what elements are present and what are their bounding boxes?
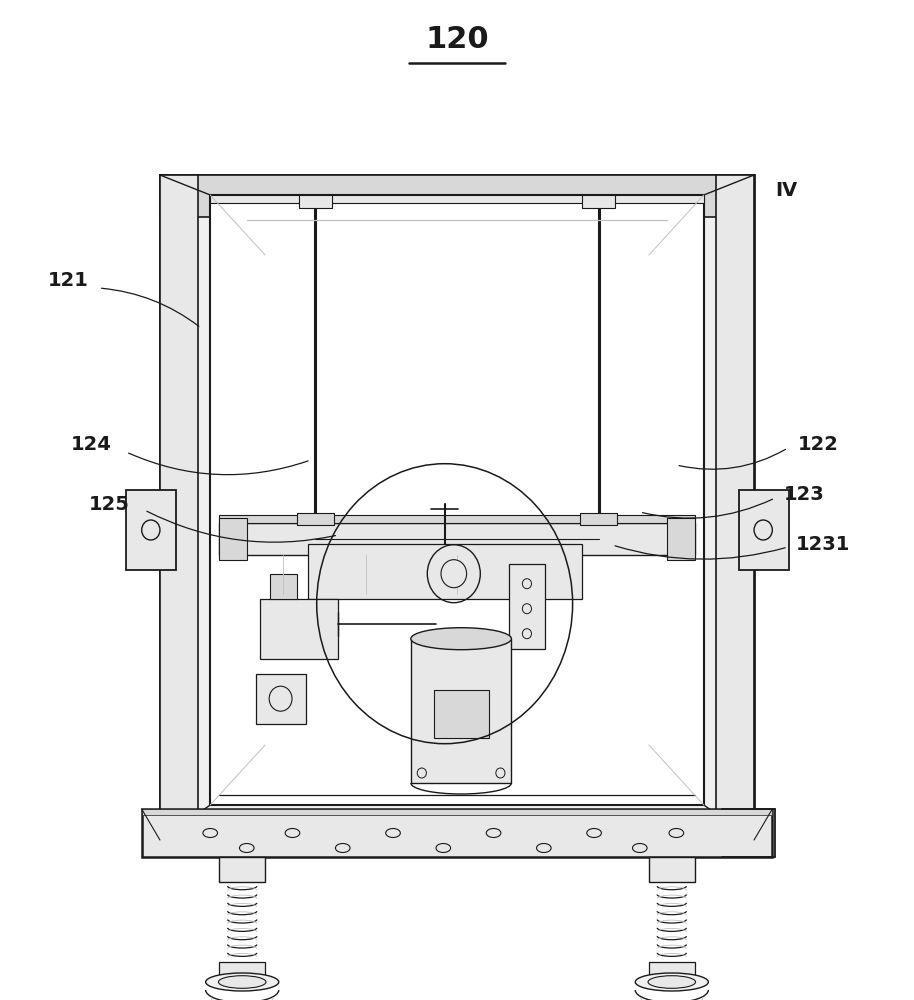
Bar <box>210 195 704 203</box>
Text: 123: 123 <box>784 486 824 504</box>
Bar <box>667 518 695 560</box>
Ellipse shape <box>648 976 696 988</box>
Bar <box>210 195 704 805</box>
Text: 121: 121 <box>48 270 89 290</box>
Bar <box>142 809 772 857</box>
Bar <box>297 513 334 525</box>
Bar <box>299 195 332 208</box>
Bar <box>411 639 512 783</box>
Bar <box>219 857 265 882</box>
Bar <box>126 490 176 570</box>
Bar <box>219 518 247 560</box>
Text: 122: 122 <box>798 436 838 454</box>
Text: 124: 124 <box>71 436 112 454</box>
Bar <box>142 809 772 815</box>
Ellipse shape <box>206 973 279 991</box>
Bar <box>508 564 545 649</box>
Bar <box>307 544 582 599</box>
Ellipse shape <box>411 628 512 650</box>
Ellipse shape <box>218 976 266 988</box>
Bar <box>260 599 338 659</box>
Bar <box>739 490 789 570</box>
Bar <box>716 175 754 840</box>
Ellipse shape <box>441 560 467 588</box>
Text: 1231: 1231 <box>795 536 850 554</box>
Bar <box>580 513 617 525</box>
Bar <box>270 574 297 599</box>
Text: IV: IV <box>775 180 797 200</box>
Bar <box>649 962 695 982</box>
Bar <box>649 857 695 882</box>
Bar <box>582 195 615 208</box>
Text: 125: 125 <box>90 495 130 514</box>
Bar <box>160 175 754 840</box>
Ellipse shape <box>635 973 708 991</box>
Bar <box>219 962 265 982</box>
Text: 120: 120 <box>425 25 489 54</box>
Bar <box>434 690 488 738</box>
Bar <box>160 175 754 217</box>
Bar <box>219 523 695 555</box>
Bar <box>256 674 306 724</box>
Bar <box>219 515 695 523</box>
Bar <box>160 175 198 840</box>
